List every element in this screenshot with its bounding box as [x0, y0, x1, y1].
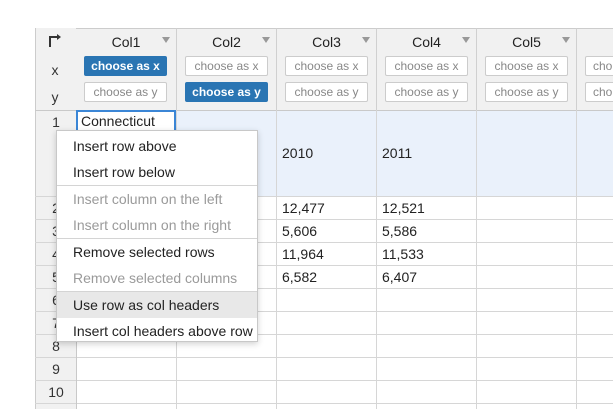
- grid-line: [35, 265, 613, 266]
- menu-item-insert-row-above[interactable]: Insert row above: [73, 138, 177, 154]
- row-number[interactable]: 4: [36, 246, 76, 262]
- menu-separator: [57, 291, 257, 292]
- grid-line: [35, 334, 613, 335]
- choose-x-button[interactable]: choose as x: [385, 56, 468, 76]
- column-header-col5: Col5 choose as x choose as y: [477, 28, 577, 110]
- context-menu: Insert row above Insert row below Insert…: [56, 130, 258, 342]
- row-number[interactable]: 5: [36, 269, 76, 285]
- menu-item-insert-column-right[interactable]: Insert column on the right: [73, 217, 231, 233]
- choose-y-button[interactable]: choose as y: [385, 82, 468, 102]
- row-number[interactable]: 9: [52, 361, 60, 377]
- grid-line: [276, 110, 277, 409]
- grid-line: [35, 242, 613, 243]
- grid-line: [35, 311, 613, 312]
- transpose-icon[interactable]: [48, 34, 62, 48]
- menu-item-remove-selected-columns[interactable]: Remove selected columns: [73, 270, 238, 286]
- cell-value[interactable]: 12,521: [382, 200, 425, 216]
- top-margin: [0, 0, 613, 28]
- chevron-down-icon[interactable]: [562, 37, 570, 43]
- grid-line: [35, 110, 613, 111]
- chevron-down-icon[interactable]: [362, 37, 370, 43]
- row-number[interactable]: 3: [36, 223, 76, 239]
- cell-value[interactable]: 2011: [382, 145, 413, 161]
- column-header-col1: Col1 choose as x choose as y: [76, 28, 177, 110]
- choose-y-button[interactable]: cho: [585, 82, 613, 102]
- choose-y-button[interactable]: choose as y: [485, 82, 568, 102]
- column-header-col3: Col3 choose as x choose as y: [277, 28, 377, 110]
- chevron-down-icon[interactable]: [162, 37, 170, 43]
- choose-x-button[interactable]: cho: [585, 56, 613, 76]
- column-name: Col4: [412, 34, 441, 50]
- chevron-down-icon[interactable]: [462, 37, 470, 43]
- menu-item-insert-row-below[interactable]: Insert row below: [73, 164, 175, 180]
- cell-value[interactable]: 11,964: [282, 246, 324, 262]
- column-header-col2: Col2 choose as x choose as y: [177, 28, 277, 110]
- column-name: Col1: [111, 34, 141, 50]
- column-name: Col5: [512, 34, 541, 50]
- cell-value[interactable]: 5,606: [282, 223, 318, 239]
- y-axis-label: y: [51, 89, 59, 105]
- column-header-col4: Col4 choose as x choose as y: [377, 28, 477, 110]
- grid-line: [35, 357, 613, 358]
- cell-value[interactable]: 6,582: [282, 269, 318, 285]
- grid-line: [35, 196, 613, 197]
- choose-y-button[interactable]: choose as y: [185, 82, 268, 102]
- choose-x-button[interactable]: choose as x: [485, 56, 568, 76]
- row-number[interactable]: 1: [52, 114, 60, 130]
- menu-separator: [57, 185, 257, 186]
- choose-y-button[interactable]: choose as y: [285, 82, 368, 102]
- menu-item-use-row-as-headers[interactable]: Use row as col headers: [57, 292, 257, 318]
- menu-separator: [57, 238, 257, 239]
- cell-editor-input[interactable]: Connecticut: [76, 110, 176, 132]
- choose-x-button[interactable]: choose as x: [185, 56, 268, 76]
- cell-value[interactable]: 12,477: [282, 200, 325, 216]
- menu-item-remove-selected-rows[interactable]: Remove selected rows: [73, 244, 215, 260]
- row-number[interactable]: 6: [36, 292, 76, 308]
- row-number[interactable]: 7: [36, 315, 76, 331]
- column-name: Col2: [212, 34, 241, 50]
- grid-line: [35, 219, 613, 220]
- grid-line: [35, 288, 613, 289]
- menu-item-insert-column-left[interactable]: Insert column on the left: [73, 191, 223, 207]
- column-header-col6: cho cho: [577, 28, 613, 110]
- column-name: Col3: [312, 34, 341, 50]
- row-number[interactable]: 2: [36, 200, 76, 216]
- choose-y-button[interactable]: choose as y: [84, 82, 167, 102]
- cell-value[interactable]: 2010: [282, 145, 314, 161]
- row-number[interactable]: 10: [48, 384, 64, 400]
- grid-line: [376, 110, 377, 409]
- choose-x-button[interactable]: choose as x: [84, 56, 167, 76]
- chevron-down-icon[interactable]: [262, 37, 270, 43]
- row-number[interactable]: 8: [52, 338, 60, 354]
- cell-value[interactable]: 11,533: [382, 246, 424, 262]
- grid-line: [476, 110, 477, 409]
- grid-line: [576, 110, 577, 409]
- cell-value[interactable]: 5,586: [382, 223, 418, 239]
- cell-value[interactable]: 6,407: [382, 269, 418, 285]
- x-axis-label: x: [51, 62, 59, 78]
- grid-line: [35, 380, 613, 381]
- choose-x-button[interactable]: choose as x: [285, 56, 368, 76]
- grid-line: [35, 403, 613, 404]
- menu-item-insert-col-headers-above[interactable]: Insert col headers above row: [73, 323, 253, 339]
